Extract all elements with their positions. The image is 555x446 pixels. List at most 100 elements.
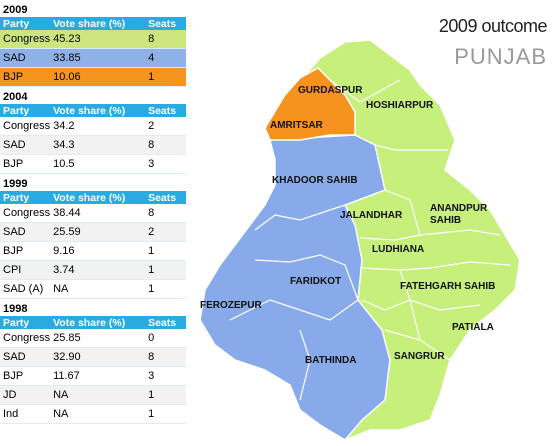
subtitle: PUNJAB bbox=[454, 44, 547, 69]
table-cell: 3 bbox=[145, 154, 186, 174]
table-cell: 1 bbox=[145, 404, 186, 424]
region-label: KHADOOR SAHIB bbox=[272, 175, 358, 186]
table-row: BJP 10.5 3 bbox=[0, 154, 186, 174]
table-cell: 45.23 bbox=[50, 30, 146, 49]
year-label: 1998 bbox=[3, 303, 28, 315]
results-table: Party Vote share (%) Seats Congress 34.2 2 SAD… bbox=[0, 104, 186, 174]
header-row: Party Vote share (%) Seats bbox=[0, 316, 186, 329]
column-header: Seats bbox=[145, 104, 186, 117]
table-cell: Ind bbox=[0, 404, 51, 424]
year-label: 2004 bbox=[3, 91, 28, 103]
table-cell: NA bbox=[50, 404, 146, 424]
table-cell: 32.90 bbox=[50, 347, 146, 367]
table-cell: NA bbox=[50, 279, 146, 299]
header-row: Party Vote share (%) Seats bbox=[0, 191, 186, 204]
region-label: LUDHIANA bbox=[372, 244, 425, 255]
region-label: FARIDKOT bbox=[290, 276, 342, 287]
results-table: Party Vote share (%) Seats Congress 45.23 8 SA… bbox=[0, 17, 186, 87]
region-label: HOSHIARPUR bbox=[366, 100, 434, 111]
table-cell: 2 bbox=[145, 117, 186, 136]
results-table: Party Vote share (%) Seats Congress 38.44 8 SA… bbox=[0, 191, 186, 299]
column-header: Vote share (%) bbox=[50, 316, 146, 329]
table-cell: 3.74 bbox=[50, 260, 146, 280]
bjp-area bbox=[264, 67, 356, 141]
title: 2009 outcome bbox=[438, 16, 548, 36]
table-cell: 10.06 bbox=[50, 67, 146, 87]
table-cell: NA bbox=[50, 385, 146, 405]
table-cell: BJP bbox=[0, 366, 51, 386]
table-cell: 1 bbox=[145, 67, 186, 87]
table-cell: 1 bbox=[145, 385, 186, 405]
region-label: SANGRUR bbox=[394, 351, 445, 362]
results-tables: 2009 Party Vote share (%) Seats Congress 45.2… bbox=[0, 0, 186, 424]
table-cell: BJP bbox=[0, 241, 51, 261]
table-cell: 2 bbox=[145, 222, 186, 242]
table-cell: Congress bbox=[0, 204, 51, 223]
table-row: Congress 38.44 8 bbox=[0, 204, 186, 223]
table-row: BJP 9.16 1 bbox=[0, 241, 186, 261]
table-cell: 0 bbox=[145, 329, 186, 348]
table-cell: 1 bbox=[145, 241, 186, 261]
column-header: Vote share (%) bbox=[50, 191, 146, 204]
table-row: SAD (A) NA 1 bbox=[0, 279, 186, 299]
sad-area bbox=[199, 134, 391, 441]
table-cell: 8 bbox=[145, 347, 186, 367]
column-header: Party bbox=[0, 17, 51, 30]
table-cell: 8 bbox=[145, 135, 186, 155]
table-row: CPI 3.74 1 bbox=[0, 260, 186, 280]
year-label: 2009 bbox=[3, 4, 28, 16]
region-label: JALANDHAR bbox=[340, 210, 403, 221]
column-header: Party bbox=[0, 316, 51, 329]
table-row: BJP 10.06 1 bbox=[0, 67, 186, 87]
table-cell: 34.3 bbox=[50, 135, 146, 155]
region-label: AMRITSAR bbox=[270, 120, 323, 131]
table-cell: BJP bbox=[0, 67, 51, 87]
header-row: Party Vote share (%) Seats bbox=[0, 104, 186, 117]
table-cell: SAD bbox=[0, 347, 51, 367]
table-cell: Congress bbox=[0, 30, 51, 49]
region-borders bbox=[229, 79, 511, 401]
column-header: Seats bbox=[145, 17, 186, 30]
table-cell: SAD (A) bbox=[0, 279, 51, 299]
table-cell: 8 bbox=[145, 30, 186, 49]
table-cell: 1 bbox=[145, 260, 186, 280]
table-cell: Congress bbox=[0, 329, 51, 348]
table-cell: 25.85 bbox=[50, 329, 146, 348]
table-row: Congress 25.85 0 bbox=[0, 329, 186, 348]
table-cell: 4 bbox=[145, 48, 186, 68]
results-table: Party Vote share (%) Seats Congress 25.85 0 SA… bbox=[0, 316, 186, 424]
column-header: Party bbox=[0, 104, 51, 117]
column-header: Vote share (%) bbox=[50, 104, 146, 117]
table-cell: 1 bbox=[145, 279, 186, 299]
table-row: Congress 34.2 2 bbox=[0, 117, 186, 136]
table-row: Ind NA 1 bbox=[0, 404, 186, 424]
region-label: ANANDPUR SAHIB bbox=[430, 203, 488, 226]
table-cell: SAD bbox=[0, 222, 51, 242]
column-header: Party bbox=[0, 191, 51, 204]
region-label: FATEHGARH SAHIB bbox=[400, 281, 496, 292]
region-label: PATIALA bbox=[452, 322, 494, 333]
table-cell: 8 bbox=[145, 204, 186, 223]
column-header: Seats bbox=[145, 191, 186, 204]
table-cell: CPI bbox=[0, 260, 51, 280]
table-cell: 3 bbox=[145, 366, 186, 386]
year-label: 1999 bbox=[3, 178, 28, 190]
table-cell: BJP bbox=[0, 154, 51, 174]
table-cell: JD bbox=[0, 385, 51, 405]
table-row: SAD 33.85 4 bbox=[0, 48, 186, 68]
table-cell: 38.44 bbox=[50, 204, 146, 223]
table-row: JD NA 1 bbox=[0, 385, 186, 405]
region-label: FEROZEPUR bbox=[200, 300, 262, 311]
table-cell: 25.59 bbox=[50, 222, 146, 242]
table-cell: 34.2 bbox=[50, 117, 146, 136]
column-header: Seats bbox=[145, 316, 186, 329]
table-row: SAD 34.3 8 bbox=[0, 135, 186, 155]
table-row: BJP 11.67 3 bbox=[0, 366, 186, 386]
table-cell: SAD bbox=[0, 48, 51, 68]
table-row: SAD 32.90 8 bbox=[0, 347, 186, 367]
table-cell: 33.85 bbox=[50, 48, 146, 68]
table-row: Congress 45.23 8 bbox=[0, 30, 186, 49]
table-cell: 9.16 bbox=[50, 241, 146, 261]
